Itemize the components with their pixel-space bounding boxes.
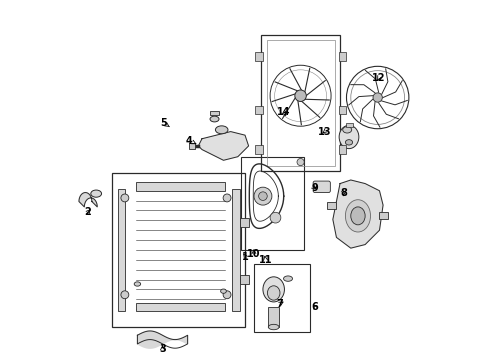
Ellipse shape [268,286,280,300]
Bar [254,264,310,332]
Ellipse shape [210,116,219,122]
Ellipse shape [134,282,141,286]
Bar [339,106,346,114]
Text: 13: 13 [318,127,331,136]
Bar [255,106,263,114]
Ellipse shape [263,277,285,302]
Text: 3: 3 [159,344,166,354]
Circle shape [270,212,281,223]
Bar [232,189,240,311]
FancyBboxPatch shape [313,181,330,193]
Polygon shape [79,193,97,207]
Circle shape [254,187,272,205]
Circle shape [223,194,231,202]
Text: 11: 11 [259,255,272,265]
Bar [261,35,340,171]
Bar [327,202,337,209]
Circle shape [223,291,231,299]
Polygon shape [137,331,188,348]
Ellipse shape [91,190,101,197]
Text: 10: 10 [247,248,261,258]
Ellipse shape [284,276,293,281]
Ellipse shape [339,125,359,149]
Text: 8: 8 [340,188,347,198]
Text: 6: 6 [312,302,318,312]
Bar [190,143,195,149]
Bar [240,275,248,284]
Circle shape [295,90,306,102]
Polygon shape [333,180,383,248]
Text: 12: 12 [372,73,386,83]
Circle shape [259,192,267,201]
Text: 2: 2 [85,207,91,217]
Ellipse shape [345,200,370,232]
Bar [255,52,263,60]
Text: 4: 4 [186,136,196,145]
Text: 5: 5 [160,118,170,128]
Ellipse shape [345,140,353,145]
Bar [112,173,245,327]
Ellipse shape [351,207,365,225]
Bar [136,182,225,191]
Ellipse shape [269,324,279,330]
Circle shape [121,291,129,299]
Text: 14: 14 [277,107,291,117]
Circle shape [121,194,129,202]
Bar [240,218,248,226]
Text: 7: 7 [277,299,284,309]
Bar [210,111,219,116]
Text: 1: 1 [243,252,249,262]
Bar [118,189,125,311]
Bar [379,212,389,220]
Ellipse shape [216,126,228,134]
Bar [267,40,335,166]
Bar [346,123,353,127]
Bar [339,145,346,154]
Ellipse shape [220,289,226,293]
Bar [339,52,346,60]
Text: 9: 9 [312,183,318,193]
Ellipse shape [343,127,352,133]
Polygon shape [198,132,248,160]
Bar [269,307,279,327]
Circle shape [373,93,382,102]
Bar [136,303,225,311]
Bar [242,157,304,250]
Bar [255,145,263,154]
Circle shape [297,158,304,166]
